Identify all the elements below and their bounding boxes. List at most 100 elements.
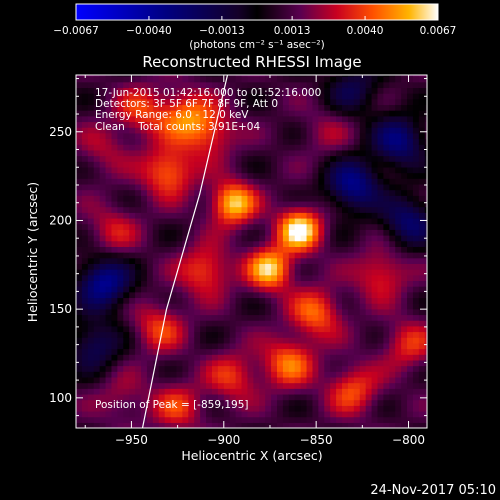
heatmap-cell (93, 393, 101, 401)
heatmap-cell (265, 138, 272, 145)
heatmap-cell (93, 115, 101, 123)
heatmap-cell (129, 104, 136, 111)
heatmap-cell (276, 382, 284, 389)
heatmap-cell (336, 217, 343, 225)
heatmap-cell (93, 376, 101, 384)
heatmap-cell (170, 388, 178, 395)
heatmap-cell (318, 138, 325, 145)
heatmap-cell (123, 365, 130, 372)
heatmap-cell (241, 223, 249, 230)
heatmap-cell (412, 155, 420, 162)
heatmap-cell (211, 161, 219, 168)
heatmap-cell (412, 235, 420, 242)
heatmap-cell (371, 132, 379, 140)
heatmap-cell (223, 269, 231, 276)
heatmap-cell (294, 331, 302, 338)
heatmap-cell (300, 280, 308, 287)
heatmap-cell (194, 127, 201, 134)
heatmap-cell (129, 325, 136, 333)
heatmap-cell (111, 393, 118, 401)
heatmap-cell (99, 217, 107, 225)
heatmap-cell (229, 240, 237, 247)
heatmap-cell (206, 257, 213, 264)
heatmap-cell (324, 291, 331, 299)
heatmap-cell (152, 110, 160, 117)
heatmap-cell (247, 291, 254, 299)
heatmap-cell (383, 127, 390, 134)
heatmap-cell (81, 166, 89, 174)
heatmap-cell (282, 161, 290, 168)
heatmap-cell (353, 376, 361, 384)
heatmap-cell (87, 405, 95, 412)
heatmap-cell (176, 365, 184, 372)
heatmap-cell (324, 127, 331, 134)
heatmap-cell (359, 269, 367, 276)
heatmap-cell (152, 75, 160, 77)
heatmap-cell (276, 93, 284, 100)
heatmap-cell (259, 235, 266, 242)
heatmap-cell (371, 331, 379, 338)
heatmap-cell (176, 405, 184, 412)
heatmap-cell (330, 189, 337, 196)
heatmap-cell (276, 359, 284, 367)
heatmap-cell (389, 325, 396, 333)
heatmap-cell (247, 93, 254, 100)
heatmap-cell (282, 98, 290, 106)
heatmap-cell (76, 342, 83, 350)
heatmap-cell (99, 104, 107, 111)
heatmap-cell (211, 115, 219, 123)
heatmap-cell (265, 252, 272, 259)
heatmap-cell (87, 115, 95, 123)
heatmap-cell (418, 161, 426, 168)
heatmap-cell (342, 76, 349, 83)
heatmap-cell (129, 422, 136, 428)
heatmap-cell (259, 399, 266, 406)
heatmap-cell (111, 416, 118, 423)
heatmap-cell (395, 365, 402, 372)
heatmap-cell (347, 416, 355, 423)
heatmap-cell (271, 376, 278, 384)
heatmap-cell (217, 376, 225, 384)
heatmap-cell (353, 200, 361, 208)
heatmap-cell (395, 303, 402, 310)
heatmap-cell (135, 195, 142, 202)
heatmap-cell (336, 166, 343, 174)
heatmap-cell (365, 297, 373, 304)
heatmap-cell (87, 132, 95, 140)
heatmap-cell (324, 410, 331, 418)
heatmap-cell (424, 422, 427, 428)
heatmap-cell (99, 166, 107, 174)
heatmap-cell (211, 172, 219, 179)
heatmap-cell (424, 342, 427, 350)
heatmap-cell (271, 144, 278, 151)
heatmap-cell (318, 87, 325, 94)
heatmap-cell (353, 371, 361, 378)
heatmap-cell (377, 212, 384, 219)
heatmap-cell (223, 252, 231, 259)
heatmap-cell (306, 365, 314, 372)
heatmap-cell (401, 217, 408, 225)
heatmap-cell (93, 280, 101, 287)
heatmap-cell (182, 337, 189, 344)
heatmap-cell (365, 132, 373, 140)
heatmap-cell (324, 206, 331, 213)
heatmap-cell (229, 229, 237, 236)
heatmap-cell (135, 376, 142, 384)
heatmap-cell (146, 286, 154, 293)
heatmap-cell (141, 393, 148, 401)
heatmap-cell (206, 161, 213, 168)
heatmap-cell (211, 410, 219, 418)
heatmap-cell (93, 75, 101, 77)
heatmap-cell (247, 75, 254, 77)
heatmap-cell (223, 399, 231, 406)
heatmap-cell (407, 212, 414, 219)
heatmap-cell (401, 376, 408, 384)
heatmap-cell (412, 325, 420, 333)
heatmap-cell (294, 235, 302, 242)
heatmap-cell (300, 115, 308, 123)
heatmap-cell (336, 81, 343, 89)
heatmap-cell (312, 280, 319, 287)
heatmap-cell (318, 388, 325, 395)
heatmap-cell (265, 314, 272, 321)
heatmap-cell (93, 388, 101, 395)
